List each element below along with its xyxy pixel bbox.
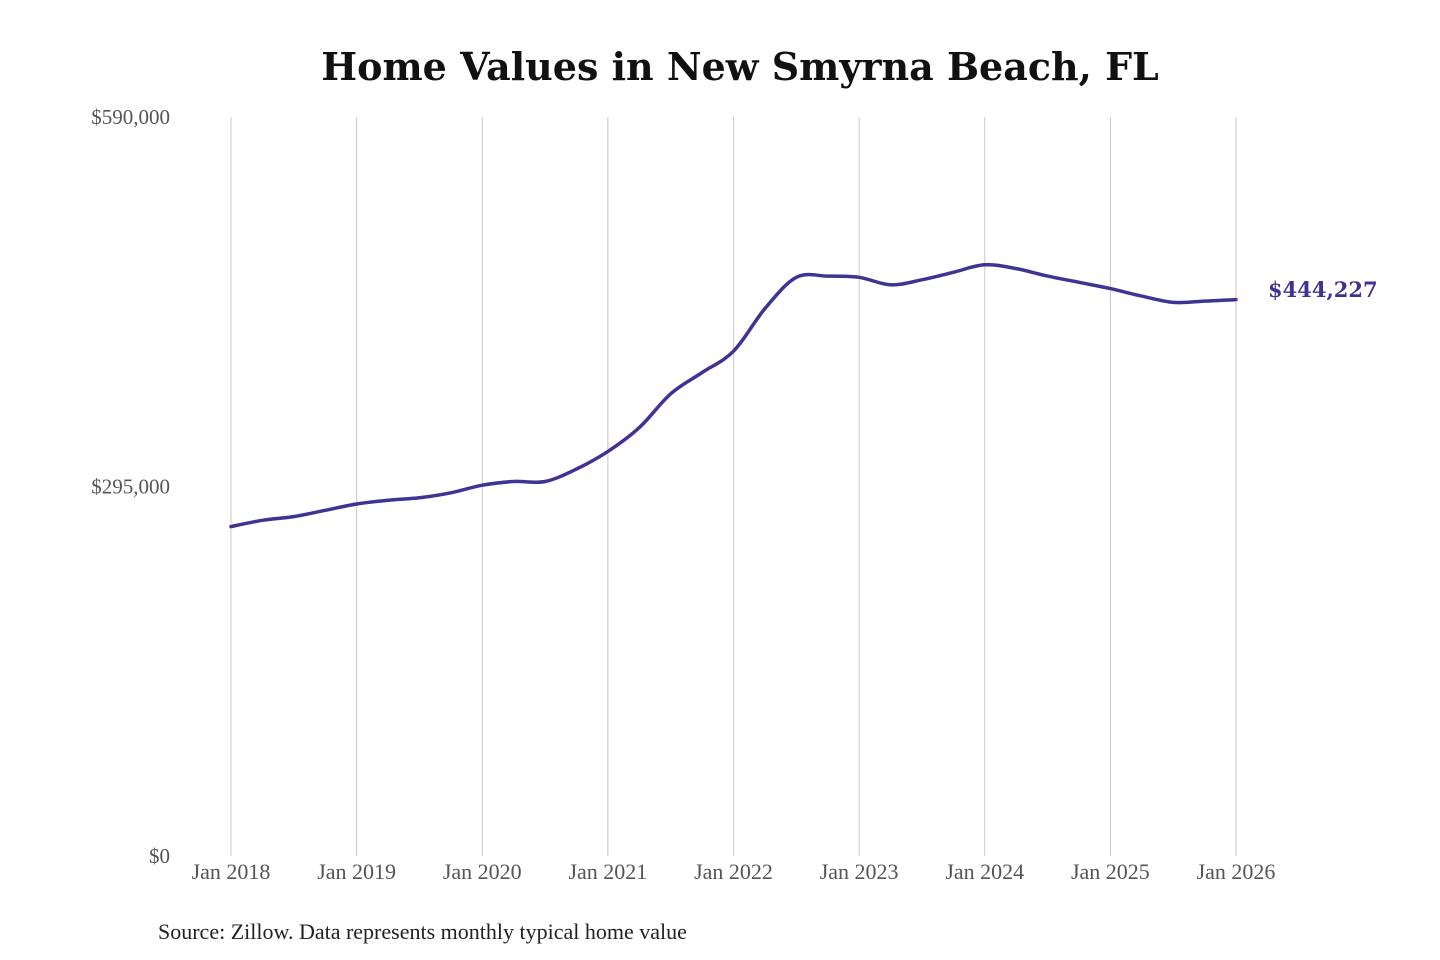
x-tick-label: Jan 2021 (568, 859, 647, 884)
y-axis-ticks: $590,000 $295,000 $0 (91, 105, 170, 868)
x-tick-label: Jan 2020 (443, 859, 522, 884)
series-layer (229, 262, 1238, 529)
x-tick-label: Jan 2018 (192, 859, 271, 884)
x-axis-ticks: Jan 2018 Jan 2019 Jan 2020 Jan 2021 Jan 2022… (192, 859, 1276, 884)
x-tick-label: Jan 2025 (1071, 859, 1150, 884)
x-tick-label: Jan 2019 (317, 859, 396, 884)
chart-title: Home Values in New Smyrna Beach, FL (321, 44, 1159, 89)
y-tick-label: $295,000 (91, 475, 170, 499)
x-tick-label: Jan 2023 (820, 859, 899, 884)
x-tick-label: Jan 2024 (945, 859, 1024, 884)
grid-lines (230, 117, 1237, 856)
x-tick-label: Jan 2026 (1197, 859, 1276, 884)
end-value-label: $444,227 (1268, 277, 1378, 302)
y-tick-label: $0 (149, 844, 170, 868)
x-tick-label: Jan 2022 (694, 859, 773, 884)
source-note: Source: Zillow. Data represents monthly … (158, 919, 687, 944)
series-line (229, 262, 1238, 529)
y-tick-label: $590,000 (91, 105, 170, 129)
